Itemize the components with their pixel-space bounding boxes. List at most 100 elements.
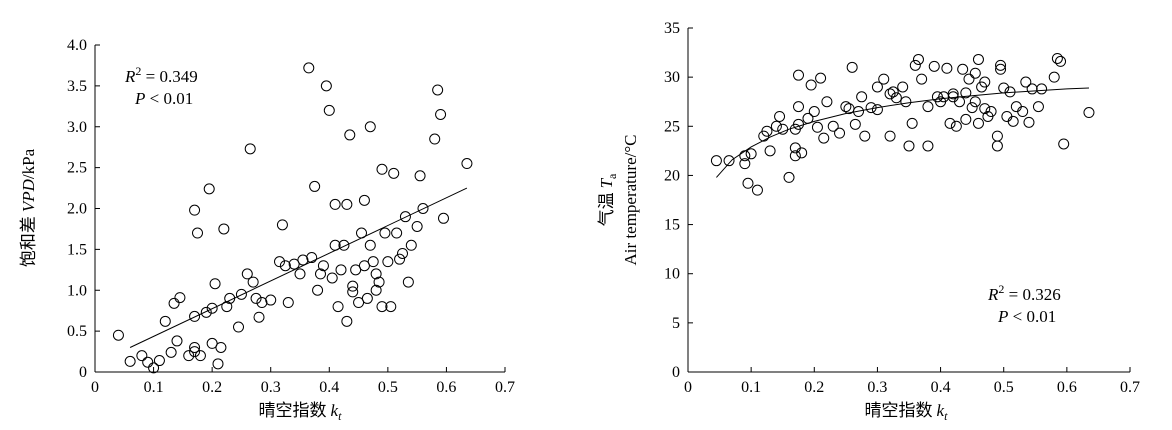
data-point — [265, 294, 277, 306]
data-point — [218, 223, 230, 235]
data-point — [394, 253, 406, 265]
x-axis-label-sub: t — [338, 409, 342, 423]
data-point — [367, 256, 379, 268]
x-tick-label: 0.2 — [804, 379, 824, 396]
data-point — [320, 80, 332, 92]
data-point — [1010, 101, 1022, 113]
data-point — [991, 130, 1003, 142]
data-point — [183, 350, 195, 362]
data-point — [947, 88, 959, 100]
data-point — [960, 87, 972, 99]
r2-annotation: R2 = 0.349 — [124, 64, 198, 86]
y-axis-label-unit: /kPa — [19, 148, 38, 179]
data-point — [361, 292, 373, 304]
data-point — [821, 96, 833, 108]
data-point — [282, 297, 294, 309]
data-point — [142, 356, 154, 368]
data-point — [966, 102, 978, 114]
fit-line — [129, 187, 468, 348]
data-point — [317, 260, 329, 272]
data-point — [1036, 83, 1048, 95]
x-axis-label: 晴空指数 kt — [259, 401, 343, 423]
data-point — [438, 212, 449, 224]
data-points — [710, 52, 1095, 196]
data-point — [1007, 115, 1019, 127]
data-point — [928, 60, 940, 72]
y-ticks: 0 5 10 15 20 25 30 35 — [664, 20, 693, 381]
data-point — [364, 239, 376, 251]
data-point — [350, 264, 362, 276]
data-point — [979, 76, 991, 88]
y-axis-label-var: T — [597, 177, 616, 188]
data-point — [1083, 107, 1095, 119]
x-tick-label: 0.1 — [144, 379, 164, 396]
y-tick-label: 0 — [672, 364, 680, 381]
y-axis-label: 饱和差 VPD/kPa — [19, 148, 38, 267]
data-point — [329, 198, 341, 210]
y-tick-label: 15 — [664, 217, 680, 234]
data-point — [332, 301, 344, 313]
data-point — [194, 350, 206, 362]
data-point — [922, 140, 934, 152]
x-axis-label-sub: t — [944, 409, 948, 423]
data-point — [723, 155, 735, 167]
data-point — [1023, 116, 1035, 128]
data-point — [189, 204, 201, 216]
data-point — [903, 140, 915, 152]
r2-symbol: R — [124, 67, 136, 86]
data-point — [789, 142, 801, 154]
x-tick-label: 0.4 — [319, 379, 339, 396]
data-point — [950, 120, 962, 132]
r2-superscript: 2 — [135, 64, 141, 78]
r2-annotation: R2 = 0.326 — [987, 282, 1061, 304]
p-symbol: P — [134, 89, 145, 108]
data-point — [796, 147, 808, 159]
data-point — [341, 315, 353, 327]
data-point — [174, 292, 186, 304]
data-point — [884, 88, 896, 100]
data-point — [777, 123, 789, 135]
x-ticks: 0 0.1 0.2 0.3 0.4 0.5 0.6 0.7 — [684, 367, 1140, 396]
data-point — [972, 117, 984, 129]
data-point — [247, 276, 259, 288]
data-point — [1032, 101, 1044, 113]
data-point — [288, 258, 300, 270]
data-point — [353, 297, 365, 309]
p-value: < 0.01 — [145, 89, 193, 108]
data-point — [887, 86, 899, 98]
data-point — [995, 63, 1007, 75]
data-point — [168, 297, 180, 309]
y-axis-label-sub: a — [605, 173, 619, 179]
data-point — [338, 239, 350, 251]
data-point — [764, 145, 776, 157]
y-tick-label: 4.0 — [67, 37, 87, 54]
x-tick-label: 0.1 — [741, 379, 761, 396]
data-point — [376, 301, 388, 313]
data-point — [849, 118, 861, 130]
data-point — [294, 268, 306, 280]
data-point — [912, 53, 924, 65]
data-point — [742, 177, 754, 189]
data-point — [856, 91, 868, 103]
data-point — [739, 158, 751, 170]
data-point — [834, 127, 846, 139]
data-point — [212, 358, 224, 370]
y-tick-label: 20 — [664, 167, 680, 184]
data-point — [274, 256, 285, 268]
data-point — [941, 62, 953, 74]
data-point — [189, 310, 201, 322]
data-point — [897, 81, 909, 93]
y-tick-label: 0.5 — [67, 323, 87, 340]
data-point — [165, 346, 177, 358]
data-point — [370, 268, 382, 280]
data-point — [969, 96, 981, 108]
y-tick-label: 0 — [79, 364, 87, 381]
data-point — [871, 104, 883, 116]
data-point — [206, 337, 218, 349]
data-point — [233, 321, 244, 333]
r2-symbol: R — [987, 285, 999, 304]
data-point — [323, 104, 335, 116]
x-tick-label: 0.6 — [436, 379, 456, 396]
vpd-scatter-panel: 0 0.1 0.2 0.3 0.4 0.5 0.6 0.7 0 0.5 1.0 1.5 2.0 2.5 3… — [19, 37, 515, 423]
r2-value: = 0.326 — [1004, 285, 1060, 304]
